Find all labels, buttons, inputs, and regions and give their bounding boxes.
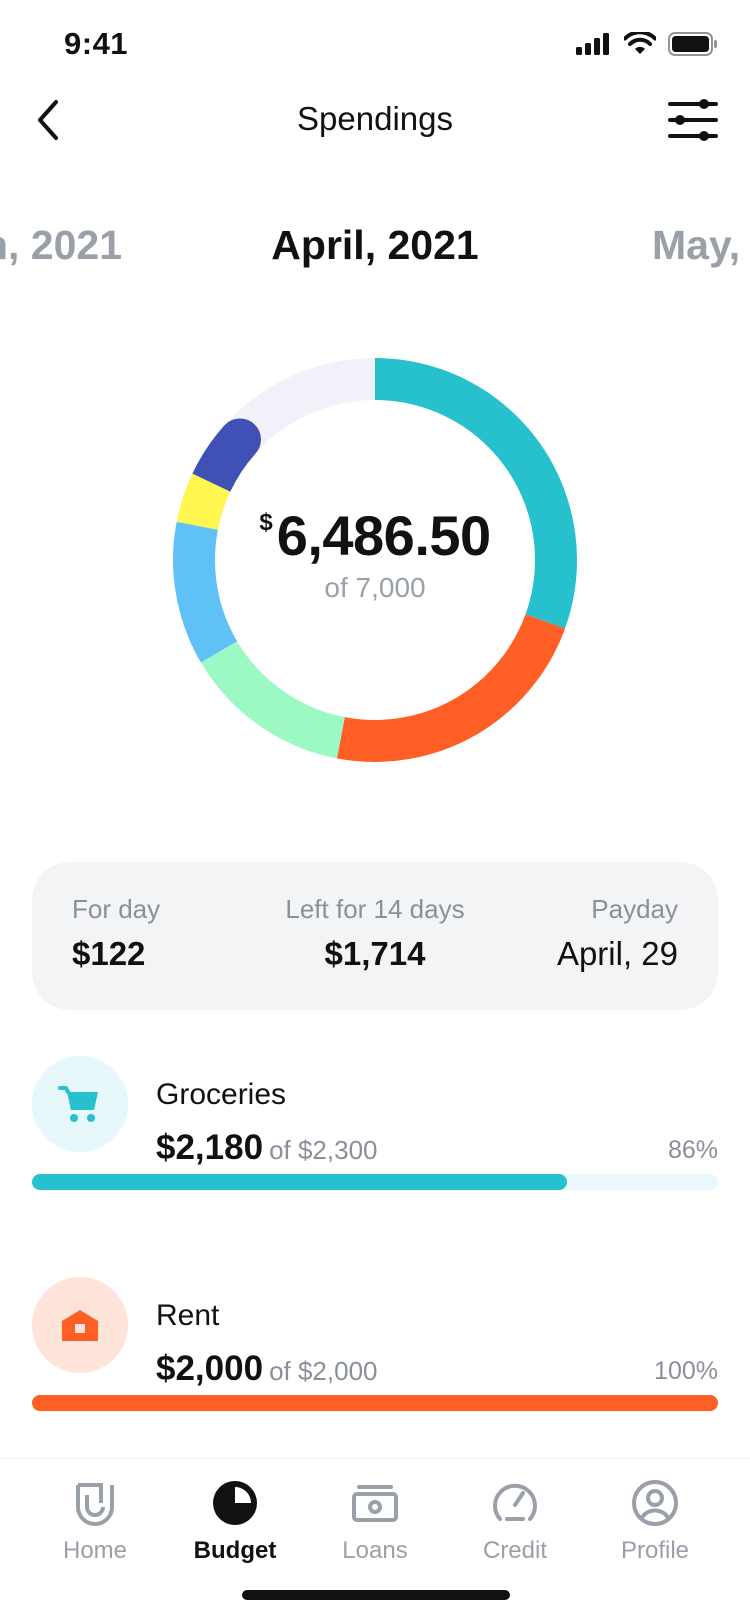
donut-center: $ 6,486.50 of 7,000 xyxy=(163,348,587,772)
nav-loans[interactable]: Loans xyxy=(305,1479,445,1565)
summary-card: For day $122 Left for 14 days $1,714 Pay… xyxy=(32,862,718,1010)
home-icon xyxy=(76,1483,114,1526)
category-percent: 86% xyxy=(667,1136,718,1164)
donut-segment-cap xyxy=(218,418,261,461)
category-icon-bg xyxy=(32,1056,128,1152)
month-current: April, 2021 xyxy=(271,222,479,268)
category-progress-fill xyxy=(32,1395,718,1411)
month-prev[interactable]: March, 2021 xyxy=(0,222,122,268)
nav-budget[interactable]: Budget xyxy=(165,1479,305,1565)
credit-gauge-icon xyxy=(493,1483,537,1521)
currency-symbol: $ xyxy=(259,508,273,536)
cart-icon xyxy=(58,1086,98,1122)
donut-segment-6 xyxy=(173,358,577,762)
wifi-icon xyxy=(624,32,656,54)
budget-pie-icon xyxy=(213,1481,257,1525)
home-indicator xyxy=(242,1590,510,1600)
category-amount: $2,000 xyxy=(156,1349,264,1388)
status-bar: 9:41 xyxy=(0,0,750,90)
month-next[interactable]: May, 2021 xyxy=(652,222,750,268)
category-progress-fill xyxy=(32,1174,568,1190)
chevron-left-icon xyxy=(38,100,58,140)
profile-icon xyxy=(632,1480,678,1526)
nav-label: Loans xyxy=(342,1537,408,1564)
category-name: Groceries xyxy=(156,1078,287,1111)
category-limit: of $2,300 xyxy=(269,1135,378,1165)
category-progress-track xyxy=(32,1174,718,1190)
nav-label: Home xyxy=(62,1537,128,1564)
nav-label: Profile xyxy=(620,1537,690,1564)
total-row: $ 6,486.50 xyxy=(259,503,491,568)
donut-segment-1 xyxy=(173,358,577,762)
page-title: Spendings xyxy=(297,100,453,137)
left-label: Left for 14 days xyxy=(285,894,465,924)
sliders-icon xyxy=(668,99,718,141)
summary-for-day: For day $122 xyxy=(72,894,160,973)
cellular-signal-icon xyxy=(576,33,609,55)
total-spent: 6,486.50 xyxy=(276,503,491,567)
category-amount: $2,180 xyxy=(156,1128,264,1167)
donut-ring xyxy=(173,358,577,762)
budget-limit: of 7,000 xyxy=(324,571,426,603)
for-day-value: $122 xyxy=(72,935,146,972)
summary-payday: Payday April, 29 xyxy=(557,894,678,973)
for-day-label: For day xyxy=(72,894,161,924)
battery-icon xyxy=(668,32,717,56)
month-selector: March, 2021 April, 2021 May, 2021 xyxy=(0,222,750,282)
back-button[interactable] xyxy=(26,95,70,145)
status-time: 9:41 xyxy=(64,26,129,61)
nav-label: Budget xyxy=(193,1537,277,1564)
filter-button[interactable] xyxy=(668,98,718,142)
nav-label: Credit xyxy=(482,1537,548,1564)
category-progress-track xyxy=(32,1395,718,1411)
nav-home[interactable]: Home xyxy=(25,1479,165,1565)
donut-segment-3 xyxy=(173,358,577,762)
category-amount-row: $2,000 of $2,000 xyxy=(156,1349,378,1389)
nav-profile[interactable]: Profile xyxy=(585,1479,725,1565)
category-icon-bg xyxy=(32,1277,128,1373)
category-amount-row: $2,180 of $2,300 xyxy=(156,1128,378,1168)
budget-donut: $ 6,486.50 of 7,000 xyxy=(163,348,587,772)
payday-value: April, 29 xyxy=(556,935,678,972)
house-icon xyxy=(62,1310,98,1341)
status-icons xyxy=(576,32,718,56)
nav-credit[interactable]: Credit xyxy=(445,1479,585,1565)
header: Spendings xyxy=(0,90,750,150)
category-name: Rent xyxy=(156,1299,220,1332)
category-percent: 100% xyxy=(654,1357,718,1385)
left-value: $1,714 xyxy=(324,935,426,972)
payday-label: Payday xyxy=(591,894,678,924)
category-limit: of $2,000 xyxy=(269,1356,378,1386)
loans-icon xyxy=(352,1485,398,1522)
summary-left: Left for 14 days $1,714 xyxy=(32,894,718,973)
